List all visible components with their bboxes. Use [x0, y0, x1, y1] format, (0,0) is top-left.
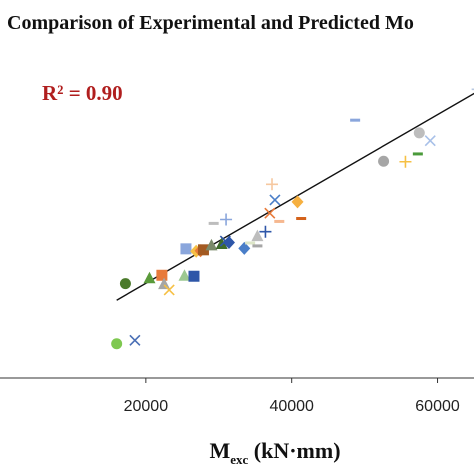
data-point-x	[424, 135, 436, 147]
data-point-diamond	[222, 235, 235, 249]
data-point-triangle	[158, 277, 171, 290]
trendline	[116, 92, 474, 301]
chart-title: Comparison of Experimental and Predicted…	[7, 12, 414, 34]
data-point-square	[197, 244, 209, 256]
data-point-triangle	[143, 271, 156, 284]
data-points	[111, 88, 474, 350]
trendline-layer	[116, 92, 474, 301]
data-point-triangle	[178, 269, 191, 281]
data-point-circle	[119, 278, 131, 290]
data-point-x	[163, 284, 175, 296]
data-point-diamond	[291, 195, 304, 209]
data-point-plus	[399, 155, 412, 168]
data-point-triangle	[215, 237, 228, 249]
data-point-circle	[378, 155, 390, 167]
x-tick-label: 20000	[124, 398, 169, 415]
x-axis-label-unit: (kN·mm)	[248, 438, 340, 463]
x-tick-label: 60000	[415, 398, 460, 415]
data-point-dash	[208, 221, 219, 225]
data-point-dash	[350, 118, 361, 122]
data-point-square	[156, 269, 168, 281]
data-point-square	[180, 243, 192, 255]
data-point-plus	[266, 178, 279, 191]
x-tick-label: 40000	[269, 398, 314, 415]
data-point-diamond	[238, 241, 251, 255]
r-squared-annotation: R² = 0.90	[42, 81, 123, 105]
x-axis-label: Mexc (kN·mm)	[209, 438, 340, 467]
x-axis-label-subscript: exc	[230, 452, 248, 467]
data-point-dash	[245, 241, 256, 245]
axes	[0, 377, 474, 383]
data-point-plus	[220, 213, 233, 226]
data-point-x	[269, 194, 281, 206]
data-point-dash	[412, 152, 423, 156]
data-point-x	[264, 207, 276, 219]
data-point-circle	[111, 338, 123, 350]
data-point-circle	[413, 127, 425, 139]
data-point-x	[129, 334, 141, 346]
data-point-triangle	[251, 229, 264, 242]
x-tick-labels: 20000 40000 60000	[124, 398, 460, 415]
data-point-dash	[274, 219, 285, 223]
data-point-dash	[252, 244, 263, 248]
x-axis-label-main: M	[209, 438, 230, 463]
data-point-square	[188, 270, 200, 282]
data-point-triangle	[205, 238, 218, 251]
data-point-dash	[296, 217, 307, 221]
data-point-plus	[259, 225, 272, 238]
